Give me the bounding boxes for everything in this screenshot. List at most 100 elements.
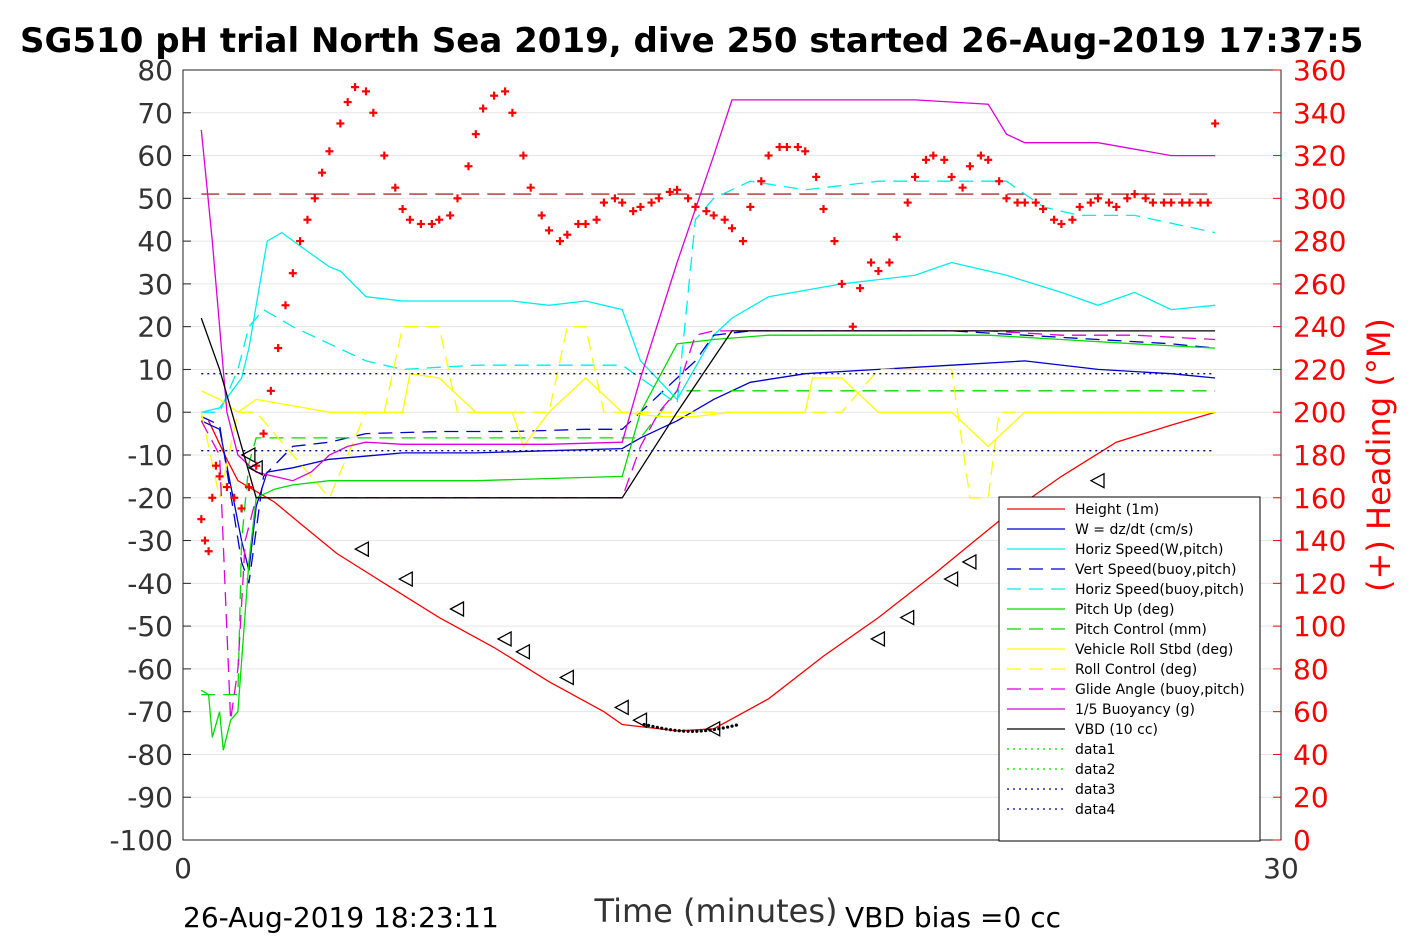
heading-point [446,211,455,220]
legend-label: data3 [1075,782,1115,798]
y-tick-label: 80 [137,54,173,87]
heading-point [812,172,821,181]
legend-label: Vehicle Roll Stbd (deg) [1075,642,1233,658]
y-tick-label: -70 [127,696,173,729]
heading-point [526,183,535,192]
apogee-dot [677,729,681,733]
heading-point [208,493,217,502]
descent-marker [961,553,977,571]
heading-point [1013,198,1022,207]
heading-point [204,547,213,556]
right-tick-label: 100 [1293,610,1346,643]
heading-point [1167,198,1176,207]
series-line [201,372,1216,448]
apogee-dot [712,727,717,732]
apogee-dot [695,729,699,733]
heading-point [336,119,345,128]
y-tick-label: 70 [137,97,173,130]
apogee-dot [660,726,664,730]
descent-marker [240,446,256,464]
y-tick-label: 20 [137,311,173,344]
right-y-axis: 3603403203002802602402202001801601401201… [1273,54,1346,857]
heading-point [508,108,517,117]
right-tick-label: 40 [1293,738,1329,771]
heading-point [1123,194,1132,203]
legend-label: Pitch Up (deg) [1075,602,1174,618]
heading-point [837,279,846,288]
descent-marker [247,459,263,476]
heading-point [1075,202,1084,211]
series-line [200,326,1216,500]
y-tick-label: 40 [137,225,173,258]
apogee-dot [642,722,646,727]
y-tick-label: 60 [137,140,173,173]
x-tick-label: 30 [1263,852,1299,885]
right-tick-label: 180 [1293,439,1346,472]
descent-marker [397,570,413,588]
heading-point [563,230,572,239]
y-tick-label: -90 [127,781,173,814]
right-tick-label: 260 [1293,268,1346,301]
heading-point [654,194,663,203]
apogee-dot [664,727,668,731]
series-line [201,231,1216,413]
heading-point [1039,205,1048,214]
heading-point [1002,194,1011,203]
heading-point [746,202,755,211]
legend-label: Pitch Control (mm) [1075,622,1207,638]
apogee-dot [704,729,708,733]
heading-point [362,87,370,96]
heading-point [471,130,480,139]
series-line [201,180,1216,413]
heading-point [1159,198,1168,207]
apogee-dot [690,729,695,733]
heading-point [684,194,693,203]
legend-label: Roll Control (deg) [1075,662,1197,678]
apogee-dot [734,723,738,727]
heading-point [416,220,425,228]
heading-point [848,322,857,331]
heading-point [453,194,462,203]
heading-point [782,143,791,151]
heading-point [947,172,956,181]
apogee-dot [721,726,725,730]
heading-point [592,215,601,224]
chart-legend: Height (1m) W = dz/dt (cm/s) Horiz Speed(W… [998,496,1261,842]
heading-point [793,143,802,151]
heading-point [1086,198,1095,207]
footer-timestamp: 26-Aug-2019 18:23:11 [183,901,499,934]
heading-point [405,215,414,224]
heading-point [1050,215,1059,224]
y-tick-label: -10 [127,439,173,472]
series-line [200,317,1216,499]
heading-point [647,198,656,207]
descent-marker [632,712,648,729]
chart-title: SG510 pH trial North Sea 2019, dive 250 … [20,21,1363,61]
heading-point [958,183,967,192]
heading-point [673,185,682,194]
y-tick-label: -100 [109,824,173,857]
heading-point [819,205,828,214]
heading-point [222,483,231,492]
heading-point [215,472,224,481]
heading-point [369,108,378,117]
right-tick-label: 60 [1293,696,1329,729]
heading-point [1141,194,1150,203]
heading-point [343,98,352,107]
y-tick-label: 10 [137,353,173,386]
right-y-axis-label: (+) Heading (°M) [1360,318,1398,592]
heading-point [490,91,499,100]
legend-label: Height (1m) [1075,502,1159,518]
heading-point [757,177,766,186]
legend-label: Glide Angle (buoy,pitch) [1075,682,1245,698]
legend-label: 1/5 Buoyancy (g) [1075,702,1195,718]
right-tick-label: 120 [1293,567,1346,600]
legend-label: VBD (10 cc) [1075,722,1158,738]
apogee-dot [686,729,690,733]
series-line [200,334,1216,751]
descent-marker [899,609,915,626]
heading-point [911,172,919,181]
y-tick-label: 30 [137,268,173,301]
heading-point [940,155,949,164]
heading-point [574,220,583,228]
